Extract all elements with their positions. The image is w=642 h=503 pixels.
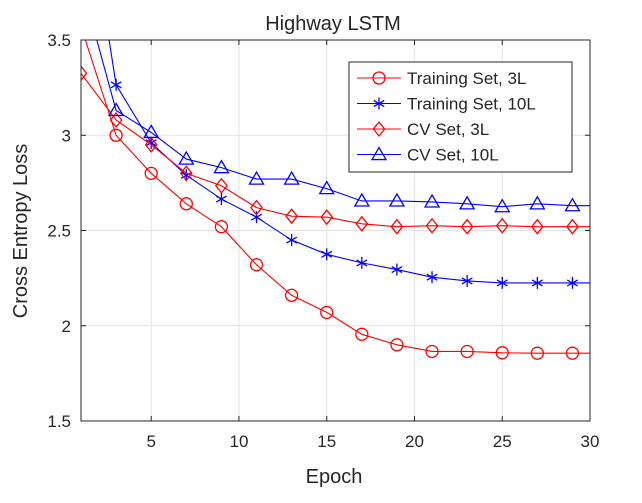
data-point-triangle: [283, 170, 300, 185]
chart-title: Highway LSTM: [265, 13, 401, 35]
data-point-diamond: [530, 218, 544, 235]
y-tick-label: 1.5: [47, 412, 71, 431]
data-point-triangle: [459, 195, 476, 210]
data-point-asterisk: [321, 248, 333, 261]
x-axis-label: Epoch: [306, 466, 363, 488]
data-point-circle: [214, 220, 229, 234]
data-point-triangle: [213, 159, 230, 174]
legend-marker-triangle: [370, 146, 388, 161]
plot-series: [81, 40, 590, 360]
data-point-diamond: [566, 218, 579, 235]
data-point-diamond: [250, 199, 263, 216]
data-point-circle: [565, 346, 580, 360]
data-point-triangle: [107, 102, 125, 117]
data-point-asterisk: [461, 274, 473, 287]
x-tick-label: 25: [493, 432, 512, 451]
data-point-triangle: [564, 197, 581, 212]
data-point-diamond: [460, 218, 474, 235]
data-point-asterisk: [145, 136, 157, 149]
data-point-circle: [109, 128, 123, 142]
x-tick-label: 30: [581, 432, 600, 451]
data-point-triangle: [318, 180, 335, 195]
data-point-diamond: [320, 209, 334, 226]
data-point-circle: [390, 338, 404, 352]
legend: Training Set, 3L Training Set, 10L CV Set,…: [348, 61, 573, 173]
data-point-asterisk: [566, 276, 578, 289]
x-tick-label: 10: [230, 432, 249, 451]
legend-marker-asterisk: [373, 97, 385, 110]
y-tick-label: 3: [62, 126, 71, 145]
data-point-diamond: [495, 217, 509, 234]
data-point-asterisk: [391, 263, 403, 276]
series-line: [81, 73, 590, 228]
data-point-circle: [320, 305, 334, 320]
data-point-triangle: [248, 170, 265, 185]
data-point-asterisk: [496, 276, 508, 289]
legend-item: Training Set, 3L: [357, 69, 526, 88]
legend-marker-circle: [372, 71, 386, 85]
data-point-diamond: [355, 215, 369, 232]
data-point-triangle: [494, 198, 511, 213]
x-tick-label: 20: [405, 432, 424, 451]
data-point-circle: [425, 344, 439, 359]
y-tick-label: 2: [62, 317, 71, 336]
data-point-asterisk: [110, 78, 122, 91]
data-point-triangle: [388, 192, 406, 207]
legend-label: CV Set, 10L: [407, 146, 499, 165]
series-line: [96, 40, 590, 208]
data-point-circle: [249, 258, 264, 272]
y-axis-label: Cross Entropy Loss: [10, 144, 32, 319]
data-point-diamond: [144, 136, 158, 153]
data-point-circle: [284, 288, 299, 302]
data-point-triangle: [353, 192, 370, 207]
data-point-triangle: [143, 124, 160, 139]
legend-label: CV Set, 3L: [407, 120, 489, 139]
data-point-circle: [460, 344, 474, 359]
data-point-diamond: [214, 177, 228, 194]
x-tick-label: 15: [317, 432, 336, 451]
legend-marker-diamond: [372, 120, 386, 138]
x-tick-label: 5: [146, 432, 155, 451]
data-point-triangle: [529, 195, 546, 210]
legend-item: CV Set, 10L: [357, 146, 499, 165]
legend-item: CV Set, 3L: [357, 120, 489, 139]
y-tick-label: 3.5: [47, 31, 71, 50]
data-point-asterisk: [356, 256, 368, 269]
data-point-triangle: [423, 193, 441, 208]
data-point-circle: [144, 166, 158, 181]
y-tick-label: 2.5: [47, 222, 71, 241]
legend-item: Training Set, 10L: [357, 95, 536, 114]
series-3: [81, 65, 590, 235]
legend-box: [348, 61, 573, 173]
data-point-diamond: [109, 111, 123, 129]
series-4: [96, 40, 590, 213]
data-point-circle: [179, 197, 193, 211]
data-point-asterisk: [215, 193, 227, 206]
data-point-diamond: [390, 218, 404, 235]
data-point-circle: [355, 327, 369, 341]
legend-label: Training Set, 3L: [407, 69, 526, 88]
data-point-circle: [530, 346, 544, 360]
series-line: [84, 40, 590, 354]
data-point-asterisk: [250, 211, 263, 224]
ticks: 5 10 15 20 25 30 1.5 2 2.5 3 3.5: [47, 31, 599, 451]
data-point-asterisk: [531, 276, 543, 289]
data-point-asterisk: [286, 234, 298, 247]
data-point-triangle: [178, 150, 195, 165]
legend-label: Training Set, 10L: [407, 95, 536, 114]
series-1: [84, 40, 590, 360]
data-point-diamond: [285, 208, 299, 225]
data-point-asterisk: [426, 271, 438, 284]
data-point-diamond: [425, 217, 439, 234]
data-point-diamond: [179, 165, 193, 182]
data-point-diamond: [81, 65, 88, 82]
data-point-circle: [495, 346, 509, 360]
data-point-asterisk: [180, 169, 192, 182]
